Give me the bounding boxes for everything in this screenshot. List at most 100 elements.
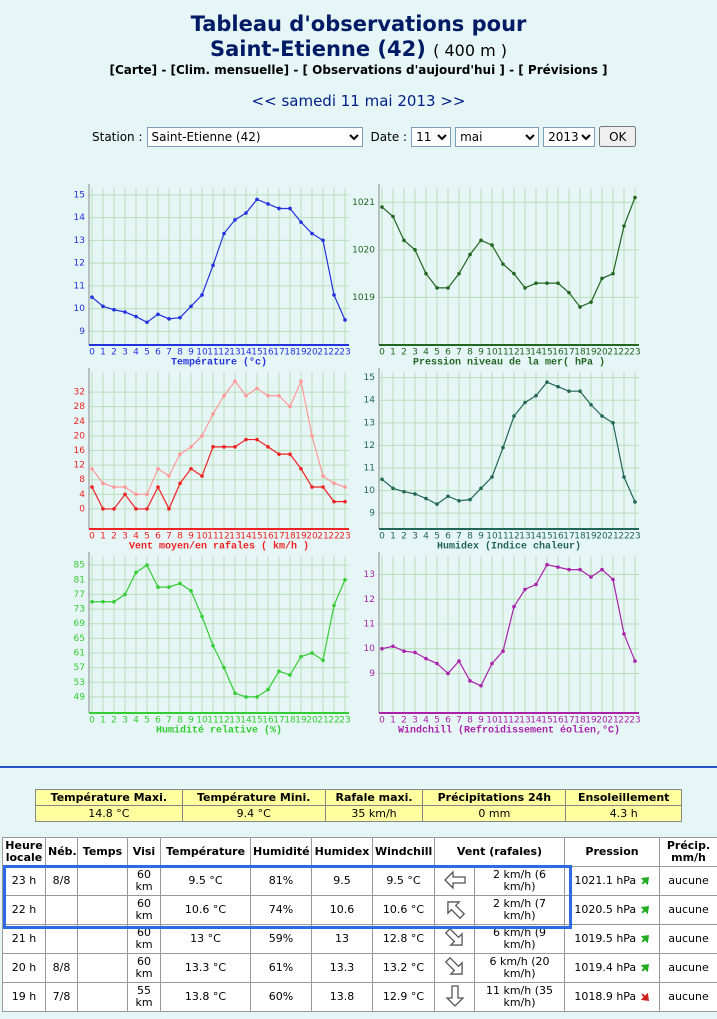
point [611, 271, 615, 276]
x-tick-label: 22 [328, 532, 339, 542]
point [211, 643, 215, 648]
x-tick-label: 21 [607, 348, 618, 358]
point [233, 691, 237, 696]
point [534, 281, 538, 285]
link[interactable]: [Clim. mensuelle] [170, 63, 290, 77]
series-line [381, 563, 636, 687]
point [468, 497, 472, 502]
point [479, 684, 483, 688]
wind-direction [434, 953, 475, 983]
x-tick-label: 11 [497, 532, 508, 542]
point [299, 379, 303, 383]
point [435, 661, 439, 666]
x-tick-label: 23 [339, 532, 350, 542]
point [189, 588, 193, 593]
header-cell: Température Mini. [181, 789, 326, 806]
x-tick-label: 6 [155, 348, 161, 358]
cell-text: 9.5 [333, 874, 351, 887]
x-tick-label: 8 [467, 716, 473, 726]
x-tick-label: 8 [177, 348, 183, 358]
x-tick-label: 20 [306, 348, 318, 358]
x-tick-label: 17 [563, 348, 574, 358]
point [90, 295, 94, 300]
y-tick-label: 61 [74, 648, 85, 658]
point [556, 565, 560, 569]
cell: 19 h [2, 982, 46, 1012]
x-tick-label: 6 [445, 716, 451, 726]
header-cell: Précip. mm/h [659, 837, 717, 867]
month-select[interactable]: mai [455, 126, 540, 147]
cell-text: aucune [668, 903, 709, 916]
year-select[interactable]: 2013 [543, 126, 596, 147]
link[interactable]: [Carte] [109, 63, 158, 77]
x-tick-label: 21 [317, 532, 328, 542]
point [633, 195, 637, 200]
point [178, 581, 182, 586]
point [578, 389, 582, 394]
point [534, 582, 538, 587]
cell [45, 895, 78, 925]
x-tick-label: 3 [412, 348, 418, 358]
cell: 20 h [2, 953, 46, 983]
x-tick-label: 16 [262, 348, 274, 358]
cell: 12.9 °C [372, 982, 435, 1012]
point [178, 315, 182, 320]
next-day[interactable]: >> [440, 92, 466, 110]
x-tick-label: 14 [240, 716, 252, 726]
y-tick-label: 73 [74, 605, 85, 615]
cell: 9.5 °C [160, 866, 251, 896]
cell-text: 1018.9 hPa [574, 990, 637, 1003]
cell: 13.3 °C [160, 953, 251, 983]
x-tick-label: 22 [328, 716, 339, 726]
station-select[interactable]: Saint-Etienne (42) [146, 126, 363, 147]
y-tick-label: 1019 [352, 293, 375, 303]
point [589, 575, 593, 579]
wind-arrow [444, 984, 465, 1007]
point [211, 412, 215, 416]
point [145, 507, 149, 511]
prev-day[interactable]: << [251, 92, 277, 110]
x-tick-label: 5 [434, 716, 440, 726]
header-cell: Néb. [45, 837, 78, 867]
point [255, 437, 259, 442]
x-tick-label: 3 [122, 716, 128, 726]
x-tick-label: 11 [207, 348, 218, 358]
x-tick-label: 19 [585, 532, 597, 542]
x-tick-label: 13 [229, 716, 240, 726]
link[interactable]: [ Prévisions ] [518, 63, 608, 77]
station-name: Saint-Etienne (42) [209, 37, 426, 61]
title-line: Tableau d'observations pour [190, 12, 527, 36]
point [490, 661, 494, 666]
link[interactable]: [ Observations d'aujourd'hui ] [302, 63, 505, 77]
point [266, 687, 270, 692]
y-tick-label: 53 [74, 678, 85, 688]
point [222, 665, 226, 670]
x-tick-label: 12 [218, 348, 229, 358]
altitude: ( 400 m ) [433, 41, 508, 60]
cell: 1021.1 hPa [564, 866, 660, 896]
ok-button[interactable]: OK [599, 126, 637, 147]
x-tick-label: 4 [423, 716, 429, 726]
cell-text: 60 km [135, 926, 153, 951]
x-tick-label: 10 [196, 532, 208, 542]
cell-text: 61% [268, 961, 294, 974]
date-nav: << samedi 11 mai 2013 >> [0, 92, 717, 110]
point [156, 312, 160, 317]
x-tick-label: 23 [339, 716, 350, 726]
point [299, 654, 303, 659]
separator: - [161, 63, 167, 77]
y-tick-label: 13 [74, 236, 85, 246]
x-tick-label: 7 [166, 348, 172, 358]
header-cell: Température Maxi. [35, 789, 183, 806]
x-tick-label: 13 [229, 348, 240, 358]
x-tick-label: 1 [100, 348, 106, 358]
point [321, 485, 325, 489]
wind-arrow [443, 869, 466, 890]
point [123, 310, 127, 314]
day-select[interactable]: 11 [411, 126, 452, 147]
x-tick-label: 10 [486, 348, 498, 358]
x-tick-label: 16 [552, 348, 564, 358]
point [578, 305, 582, 309]
cell: aucune [659, 953, 717, 983]
y-tick-label: 10 [74, 304, 86, 314]
